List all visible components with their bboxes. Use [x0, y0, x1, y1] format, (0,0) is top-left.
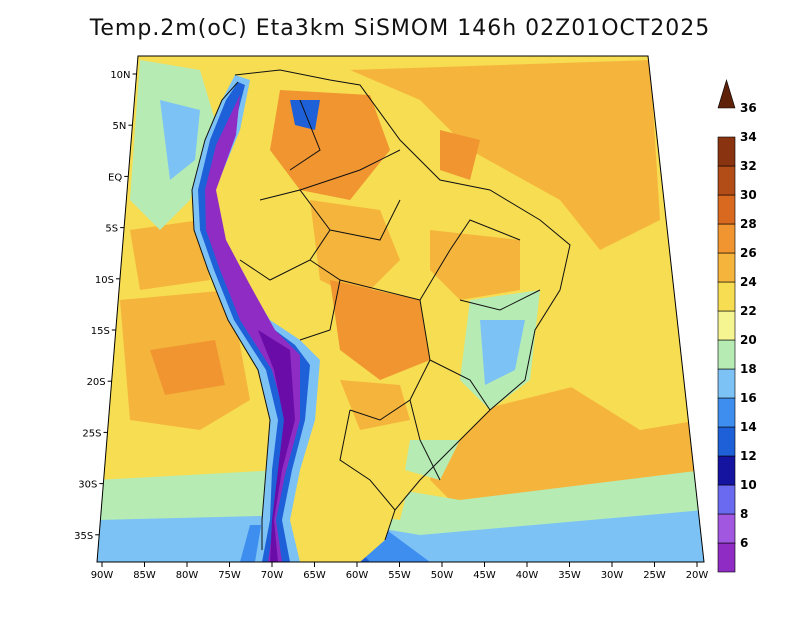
colorbar-label: 34 — [740, 130, 757, 144]
colorbar: 6 8 10 12 14 16 18 20 22 24 26 28 30 32 34 36 — [717, 78, 757, 573]
lon-tick-label: 35W — [558, 570, 581, 581]
colorbar-label: 12 — [740, 449, 757, 463]
colorbar-swatch — [717, 281, 736, 312]
temperature-field — [97, 56, 704, 562]
lat-tick-label: EQ — [108, 172, 122, 183]
lat-tick-label: 15S — [91, 326, 110, 337]
lon-tick-label: 20W — [686, 570, 709, 581]
lat-tick-label: 30S — [78, 480, 97, 491]
colorbar-label: 32 — [740, 159, 757, 173]
lon-tick-label: 25W — [643, 570, 666, 581]
colorbar-swatch — [717, 252, 736, 283]
lon-tick-label: 50W — [431, 570, 454, 581]
colorbar-label: 20 — [740, 333, 757, 347]
colorbar-swatch — [717, 513, 736, 544]
lat-tick-label: 5N — [113, 121, 127, 132]
colorbar-swatch — [717, 368, 736, 399]
lat-tick-label: 5S — [105, 224, 118, 235]
colorbar-label: 14 — [740, 420, 757, 434]
lat-tick-label: 10N — [110, 70, 130, 81]
lon-tick-label: 90W — [91, 570, 114, 581]
colorbar-label: 8 — [740, 507, 748, 521]
colorbar-swatch — [717, 78, 736, 109]
colorbar-label: 10 — [740, 478, 757, 492]
lat-tick-label: 35S — [74, 531, 93, 542]
colorbar-swatch — [717, 397, 736, 428]
lon-tick-label: 55W — [388, 570, 411, 581]
colorbar-label: 26 — [740, 246, 757, 260]
colorbar-swatch — [717, 310, 736, 341]
map-title: Temp.2m(oC) Eta3km SiSMOM 146h 02Z01OCT2… — [89, 16, 711, 41]
lon-tick-label: 75W — [218, 570, 241, 581]
lon-tick-label: 30W — [601, 570, 624, 581]
colorbar-swatch — [717, 426, 736, 457]
lon-tick-label: 45W — [473, 570, 496, 581]
country-borders — [191, 69, 571, 550]
lon-tick-label: 70W — [261, 570, 284, 581]
colorbar-label: 16 — [740, 391, 757, 405]
lat-tick-label: 25S — [82, 428, 101, 439]
colorbar-label: 24 — [740, 275, 757, 289]
colorbar-swatch — [717, 455, 736, 486]
latitude-ticks: 10N 5N EQ 5S 10S 15S 20S 25S 30S 35S — [74, 70, 137, 542]
colorbar-label: 6 — [740, 536, 748, 550]
map-frame — [96, 55, 705, 563]
colorbar-swatch — [717, 165, 736, 196]
colorbar-swatch — [717, 484, 736, 515]
lon-tick-label: 65W — [303, 570, 326, 581]
lon-tick-label: 60W — [346, 570, 369, 581]
lat-tick-label: 20S — [87, 377, 106, 388]
colorbar-swatch — [717, 223, 736, 254]
colorbar-label: 22 — [740, 304, 757, 318]
colorbar-swatch — [717, 136, 736, 167]
longitude-ticks: 90W 85W 80W 75W 70W 65W 60W 55W 50W 45W 40W 35W 30W 2… — [91, 562, 709, 581]
lon-tick-label: 85W — [133, 570, 156, 581]
colorbar-swatch — [717, 194, 736, 225]
colorbar-label: 18 — [740, 362, 757, 376]
lat-tick-label: 10S — [95, 275, 114, 286]
lon-tick-label: 40W — [516, 570, 539, 581]
colorbar-swatch — [717, 339, 736, 370]
lon-tick-label: 80W — [176, 570, 199, 581]
colorbar-label: 30 — [740, 188, 757, 202]
colorbar-label: 36 — [740, 101, 757, 115]
colorbar-label: 28 — [740, 217, 757, 231]
colorbar-swatch — [717, 542, 736, 573]
